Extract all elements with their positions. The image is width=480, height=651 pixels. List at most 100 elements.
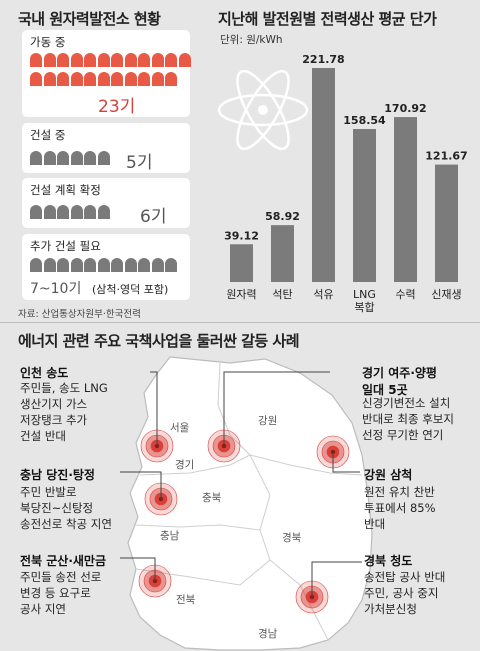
- plant-dome-icon: [84, 205, 96, 219]
- map-region-label: 충남: [160, 530, 180, 542]
- map-region-label: 서울: [170, 422, 190, 434]
- map-region-label: 강원: [258, 415, 278, 427]
- bar-1: [271, 225, 294, 282]
- callout-title: 인천 송도: [20, 366, 69, 380]
- callout-title: 경북 청도: [364, 554, 413, 568]
- plant-dome-icon: [151, 53, 164, 67]
- plant-dome-icon: [111, 72, 123, 86]
- bar-2: [312, 68, 335, 282]
- card-additional-note: (삼척·영덕 포함): [92, 283, 169, 296]
- category-label: 원자력: [226, 288, 256, 301]
- plant-dome-icon: [30, 258, 42, 272]
- plant-dome-icon: [43, 53, 56, 67]
- plant-dome-icon: [70, 53, 83, 67]
- callout-description: 신경기변전소 설치 반대로 최종 후보지 선정 무기한 연기: [362, 396, 454, 442]
- category-label: 수력: [395, 288, 415, 301]
- nuclear-status-title: 국내 원자력발전소 현황: [18, 10, 161, 28]
- card-additional-needed: 추가 건설 필요 7~10기 (삼척·영덕 포함): [22, 234, 190, 300]
- plant-dome-icon: [70, 258, 83, 272]
- bar-value-label: 58.92: [265, 210, 300, 223]
- plant-dome-icon: [124, 258, 137, 272]
- bar-value-label: 158.54: [343, 114, 386, 127]
- plant-dome-icon: [111, 258, 123, 272]
- category-label: 신재생: [431, 288, 461, 301]
- card-operating-label: 가동 중: [30, 35, 66, 49]
- card-planned: 건설 계획 확정 6기: [22, 178, 190, 228]
- plant-dome-icon: [165, 72, 177, 86]
- card-under-construction-label: 건설 중: [30, 128, 66, 142]
- atom-icon: [217, 69, 309, 151]
- plant-dome-icon: [30, 72, 42, 86]
- plant-dome-icon: [97, 258, 110, 272]
- chart-unit: 단위: 원/kWh: [220, 34, 283, 46]
- card-additional-label: 추가 건설 필요: [30, 239, 101, 253]
- card-planned-count: 6기: [140, 207, 167, 227]
- leader-line: [223, 371, 330, 446]
- plant-dome-icon: [97, 151, 110, 165]
- leader-line: [332, 452, 360, 473]
- callout-description: 원전 유치 찬반 투표에서 85% 반대: [364, 485, 436, 531]
- leader-line: [120, 471, 162, 499]
- leader-line: [120, 557, 156, 581]
- plant-dome-icon: [70, 205, 83, 219]
- source-note: 자료: 산업통상자원부·한국전력: [18, 309, 141, 320]
- plant-dome-icon: [151, 258, 164, 272]
- plant-dome-icon: [30, 205, 42, 219]
- bar-value-label: 39.12: [224, 229, 259, 242]
- bar-value-label: 121.67: [425, 150, 467, 163]
- bar-3: [353, 129, 376, 282]
- plant-dome-icon: [30, 53, 42, 67]
- plant-dome-icon: [97, 205, 110, 219]
- callout-description: 주민 반발로 북당진~신탕정 송전선로 착공 지연: [20, 485, 112, 531]
- map-region-label: 경남: [258, 628, 278, 640]
- plant-dome-icon: [57, 151, 69, 165]
- plant-dome-icon: [84, 53, 96, 67]
- conflict-title: 에너지 관련 주요 국책사업을 둘러싼 갈등 사례: [18, 332, 300, 350]
- callout-description: 송전탑 공사 반대 주민, 공사 중지 가처분신청: [364, 570, 446, 616]
- plant-dome-icon: [151, 72, 164, 86]
- korea-map: [127, 356, 373, 651]
- callout-description: 주민들 송전 선로 변경 등 요구로 공사 지연: [20, 570, 102, 616]
- map-region-label: 충북: [202, 492, 222, 504]
- card-additional-count: 7~10기: [30, 281, 82, 297]
- plant-dome-icon: [57, 205, 69, 219]
- plant-dome-icon: [84, 258, 96, 272]
- plant-dome-icon: [138, 258, 150, 272]
- bar-4: [394, 117, 417, 283]
- plant-dome-icon: [57, 72, 69, 86]
- bar-0: [230, 244, 253, 282]
- category-label: 석탄: [272, 288, 292, 301]
- callout-title: 강원 삼척: [364, 468, 413, 482]
- plant-dome-icon: [97, 72, 110, 86]
- category-label: LNG: [353, 288, 376, 301]
- plant-dome-icon: [43, 258, 56, 272]
- card-operating: 가동 중 23기: [22, 30, 191, 117]
- map-region-label: 전북: [176, 594, 196, 606]
- leader-line: [150, 371, 158, 446]
- plant-dome-icon: [30, 151, 42, 165]
- callout-description: 주민들, 송도 LNG 생산기지 가스 저장탱크 추가 건설 반대: [20, 381, 108, 443]
- bar-5: [435, 164, 458, 282]
- plant-dome-icon: [43, 151, 56, 165]
- plant-dome-icon: [138, 53, 150, 67]
- plant-dome-icon: [165, 258, 177, 272]
- plant-dome-icon: [57, 53, 69, 67]
- bar-value-label: 221.78: [302, 53, 344, 66]
- chart-title: 지난해 발전원별 전력생산 평균 단가: [218, 10, 437, 28]
- callout-title: 전북 군산·새만금: [20, 554, 107, 568]
- plant-dome-icon: [97, 53, 110, 67]
- plant-dome-icon: [178, 53, 191, 67]
- plant-dome-icon: [84, 72, 96, 86]
- plant-dome-icon: [43, 72, 56, 86]
- card-under-construction-count: 5기: [126, 153, 153, 173]
- card-operating-count: 23기: [98, 97, 136, 117]
- callout-title: 충남 당진·탕정: [20, 468, 95, 482]
- plant-dome-icon: [111, 53, 123, 67]
- plant-dome-icon: [70, 72, 83, 86]
- leader-line: [311, 561, 362, 597]
- plant-dome-icon: [43, 205, 56, 219]
- callout-title: 경기 여주·양평 일대 5곳: [362, 366, 437, 397]
- plant-dome-icon: [138, 72, 150, 86]
- plant-dome-icon: [124, 72, 137, 86]
